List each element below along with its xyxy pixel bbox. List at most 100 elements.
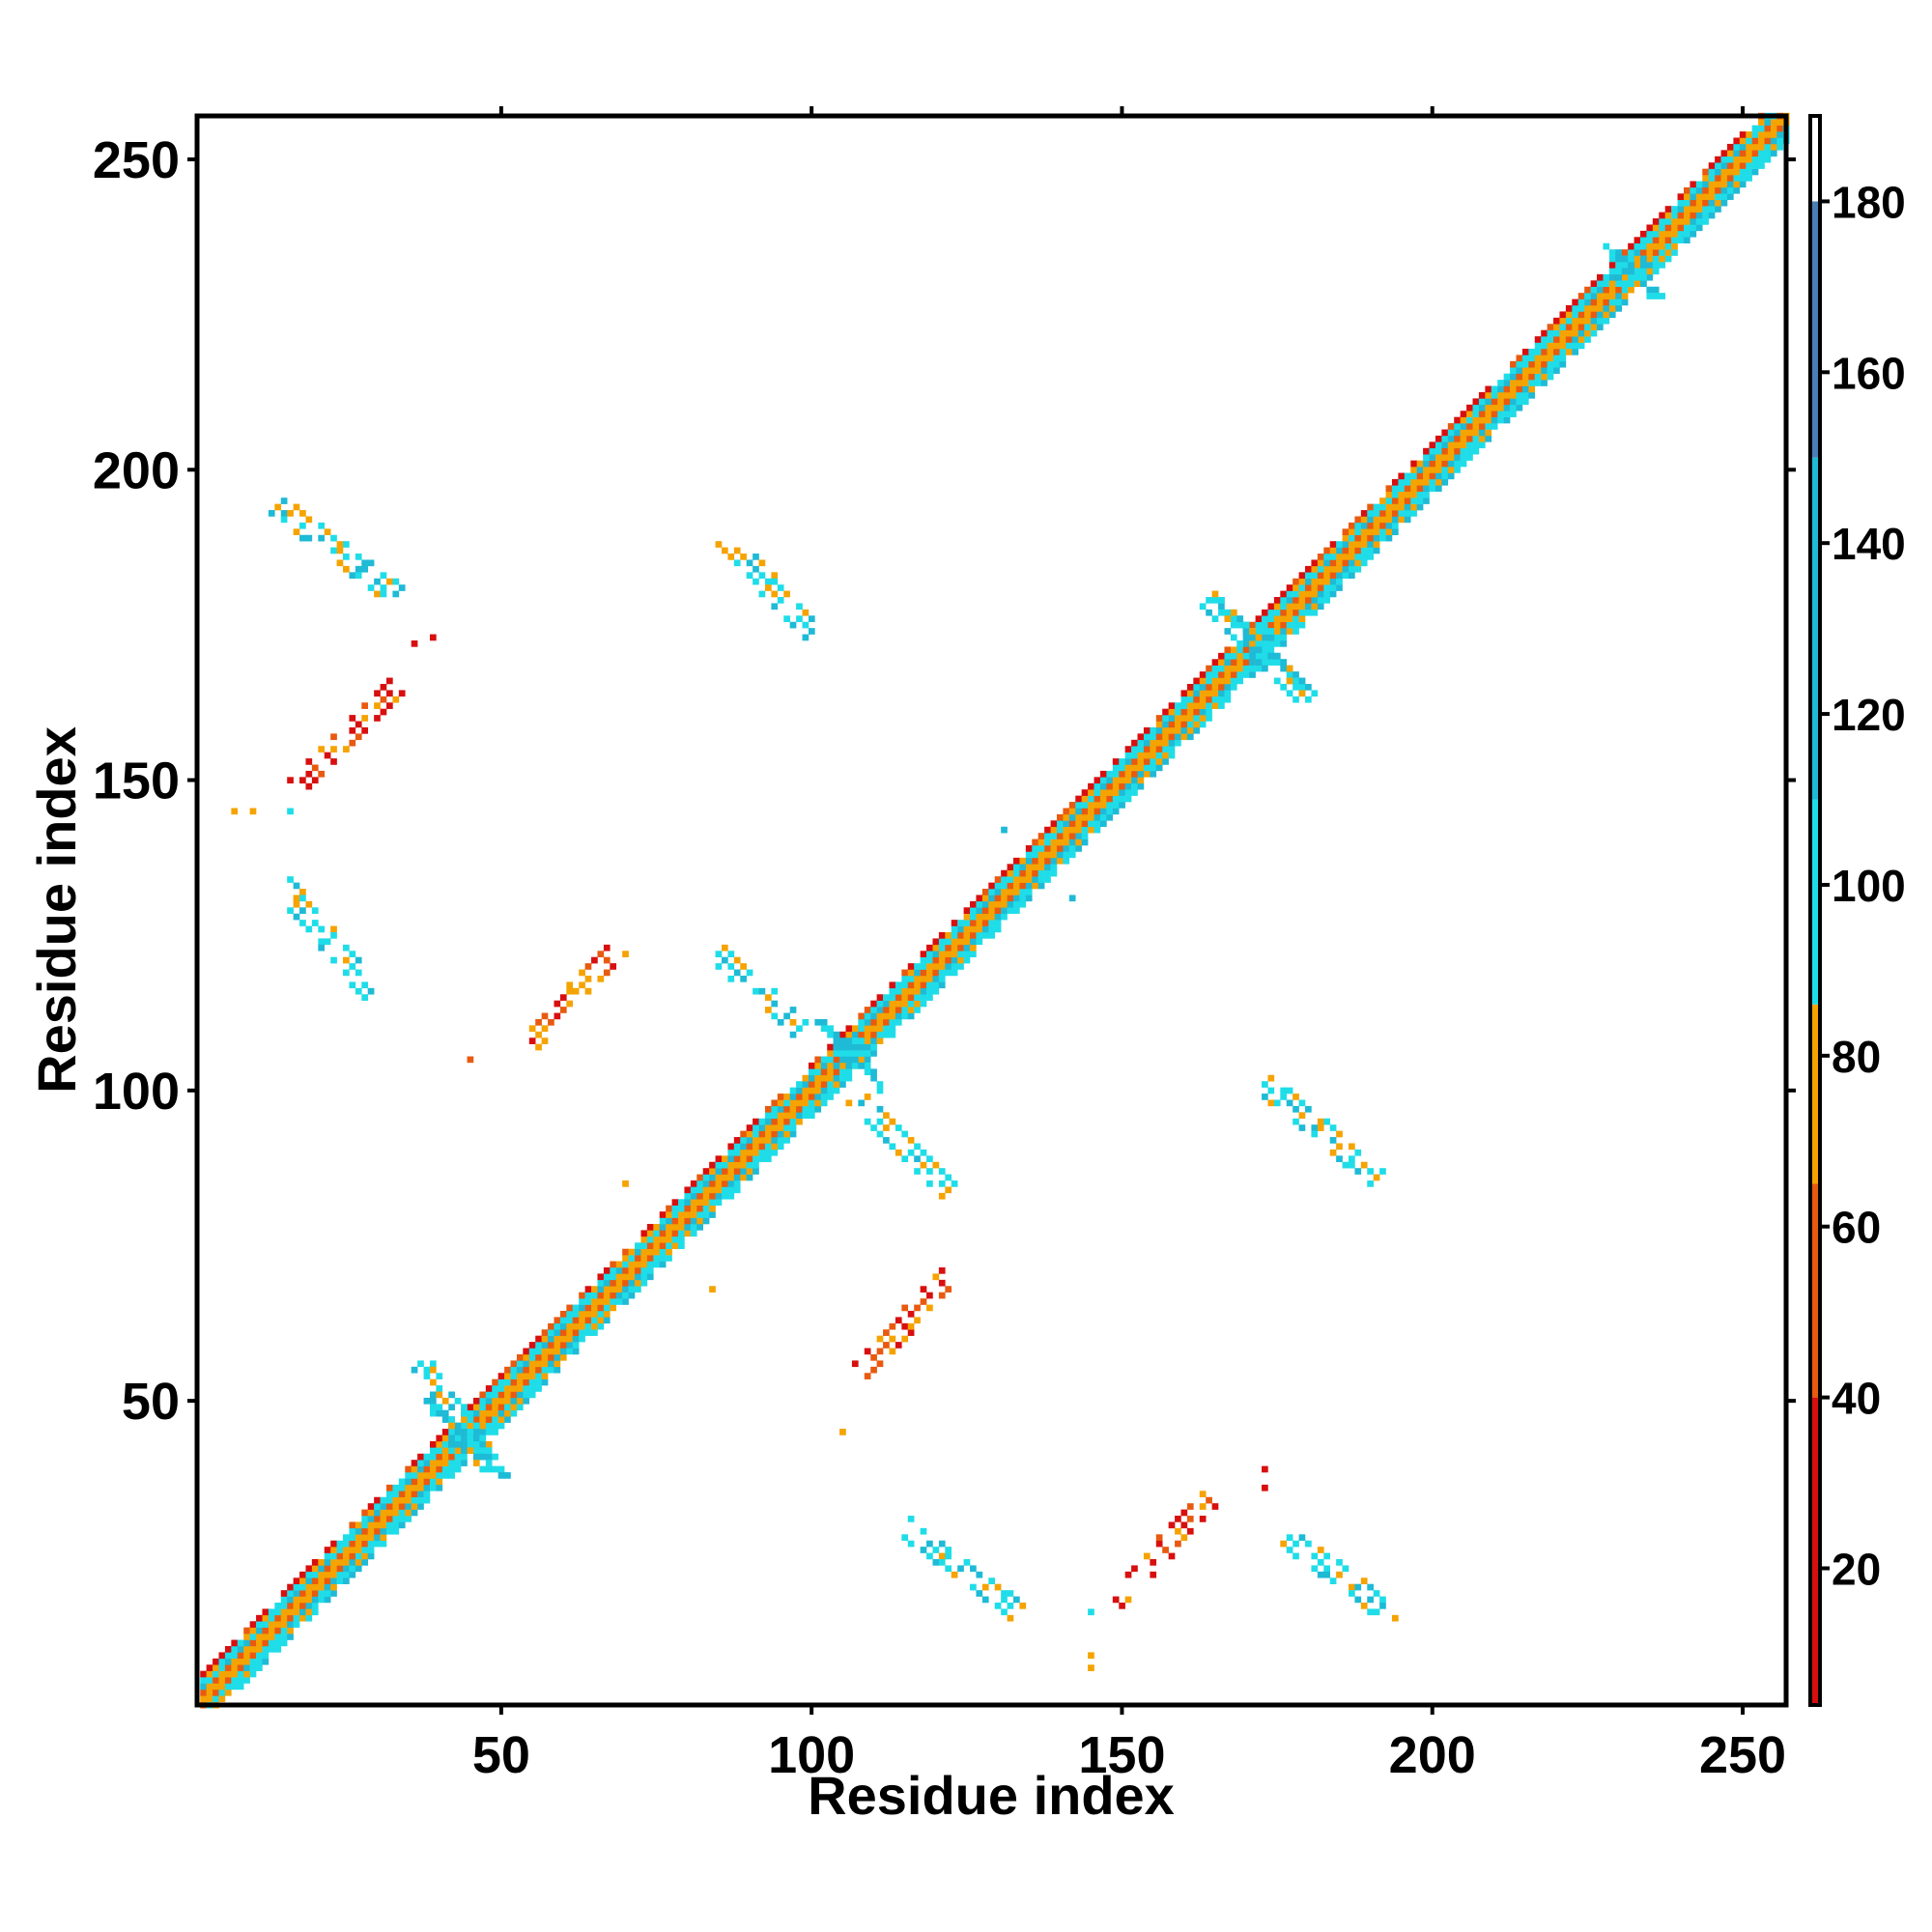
contact-cell [485,1460,493,1466]
contact-cell [1640,268,1647,275]
contact-cell [454,1435,462,1442]
contact-cell [870,1068,877,1076]
contact-cell [1143,752,1151,759]
contact-cell [646,1261,654,1268]
contact-cell [994,895,1002,902]
contact-cell [771,1149,779,1156]
contact-cell [1770,125,1777,132]
contact-cell [622,1248,629,1256]
contact-cell [398,1478,406,1486]
contact-cell [1652,237,1660,244]
contact-cell [1652,262,1660,269]
contact-cell [1683,218,1690,225]
contact-cell [1262,621,1268,629]
contact-cell [1454,441,1461,449]
contact-cell [504,1391,511,1399]
contact-cell [380,590,387,598]
contact-cell [1466,447,1473,455]
contact-cell [603,1310,611,1318]
contact-cell [1236,646,1244,654]
contact-cell [1336,1559,1343,1566]
contact-cell [883,1342,890,1349]
contact-cell [777,1118,784,1125]
contact-cell [1652,255,1660,263]
contact-cell [293,1621,300,1628]
contact-cell [541,1353,549,1361]
contact-cell [1262,609,1268,616]
contact-cell [839,1068,846,1076]
contact-cell [864,1037,871,1044]
contact-cell [1652,268,1660,275]
contact-cell [1317,584,1324,591]
contact-cell [1404,485,1411,493]
contact-cell [1478,398,1486,406]
contact-cell [361,559,368,567]
contact-cell [1311,559,1319,567]
contact-cell [635,1266,641,1274]
contact-cell [1081,813,1089,821]
contact-cell [746,1161,753,1169]
contact-cell [1379,1168,1386,1175]
contact-cell [1472,398,1480,406]
contact-cell [1770,131,1777,138]
contact-cell [1391,497,1399,504]
contact-cell [1659,255,1665,263]
contact-cell [994,913,1002,921]
contact-cell [932,951,940,957]
contact-cell [628,1286,636,1293]
contact-cell [1168,746,1176,753]
contact-cell [1391,516,1399,524]
contact-cell [224,1683,232,1690]
contact-cell [1175,739,1181,747]
contact-cell [1155,1534,1163,1542]
contact-cell [1485,404,1492,412]
x-tick-label: 200 [1389,1726,1476,1784]
contact-cell [1224,609,1232,616]
contact-cell [920,956,927,964]
contact-cell [907,981,915,989]
contact-cell [938,1279,946,1287]
contact-cell [485,1409,493,1417]
contact-cell [423,1366,431,1374]
contact-cell [945,1186,952,1194]
contact-cell [845,1068,853,1076]
contact-cell [1423,491,1430,498]
contact-cell [702,1174,710,1181]
contact-cell [584,1322,592,1330]
contact-cell [1236,659,1244,666]
contact-cell [1317,1124,1324,1131]
contact-cell [715,1199,723,1207]
contact-cell [789,1130,797,1138]
contact-cell [802,1112,810,1120]
contact-cell [764,1149,772,1156]
contact-cell [1206,665,1212,672]
contact-cell [864,1043,871,1051]
contact-cell [802,1099,810,1107]
contact-cell [374,1540,381,1548]
contact-cell [448,1453,455,1461]
contact-cell [1634,262,1641,269]
contact-cell [659,1261,667,1268]
contact-cell [1510,373,1517,381]
contact-cell [1715,206,1721,213]
contact-cell [492,1404,498,1411]
contact-cell [920,994,927,1001]
contact-cell [479,1435,487,1442]
contact-cell [1293,1540,1299,1548]
contact-cell [293,1590,300,1597]
contact-cell [1516,367,1523,374]
contact-cell [374,1503,381,1510]
contact-cell [845,1074,853,1082]
contact-cell [492,1429,498,1435]
contact-cell [516,1366,524,1374]
contact-cell [1577,311,1585,319]
contact-cell [889,1025,896,1033]
contact-cell [262,1627,270,1634]
contact-cell [1199,715,1207,722]
contact-cell [1168,733,1176,741]
contact-cell [1236,671,1244,678]
contact-cell [671,1236,679,1243]
contact-cell [1218,696,1225,703]
contact-cell [448,1440,455,1448]
contact-cell [1056,813,1064,821]
